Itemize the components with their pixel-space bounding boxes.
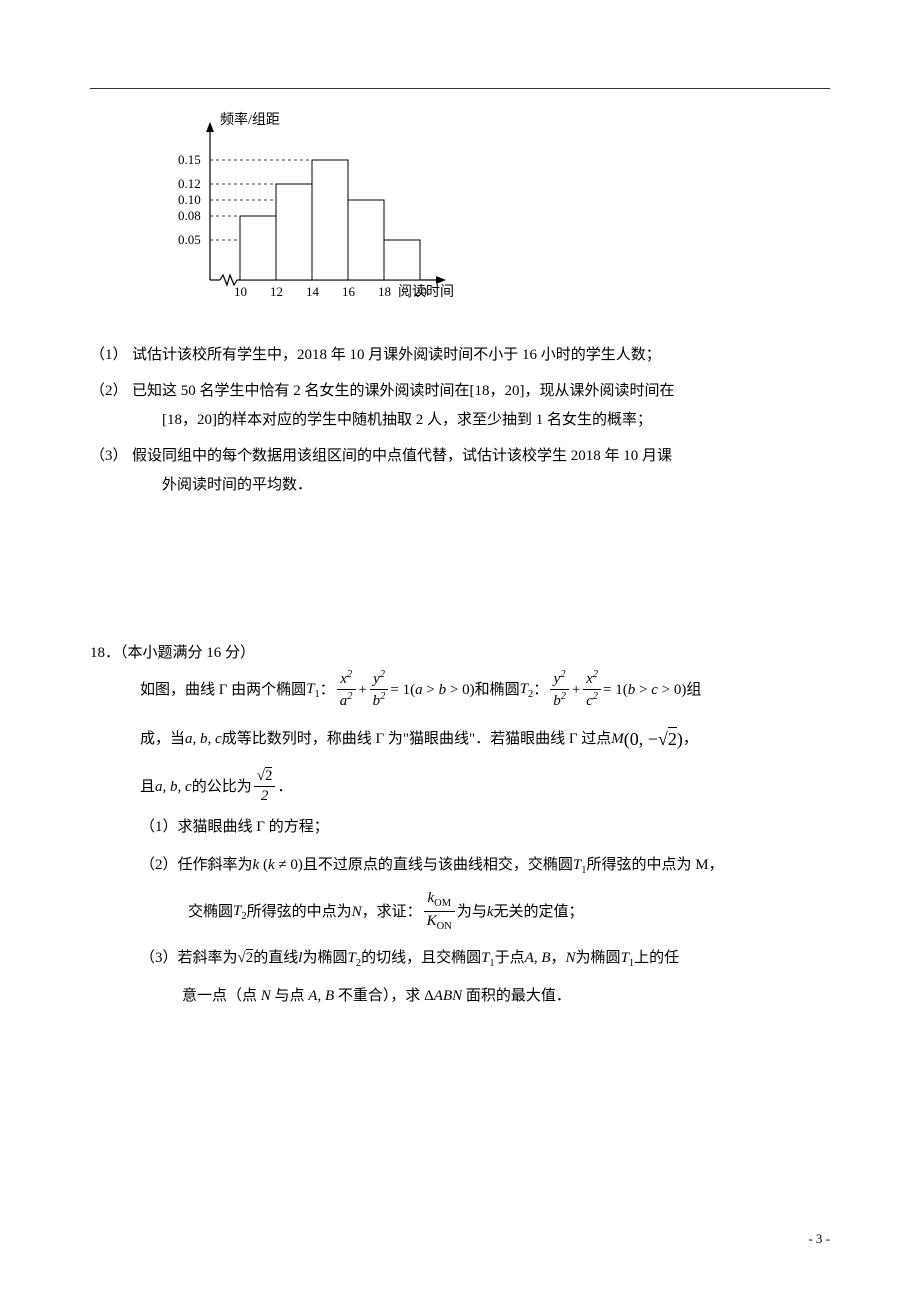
- histogram-chart: 频率/组距 阅读时间 0.15 0.12 0.10 0.08 0.05: [150, 110, 830, 321]
- svg-text:14: 14: [306, 284, 320, 299]
- q17-part1: （1） 试估计该校所有学生中，2018 年 10 月课外阅读时间不小于 16 小…: [90, 341, 830, 370]
- svg-text:18: 18: [378, 284, 391, 299]
- part-number: （3）: [90, 442, 132, 499]
- q18: 18．（本小题满分 16 分） 如图，曲线 Γ 由两个椭圆 T1 ： x2a2 …: [90, 639, 830, 1010]
- histogram-svg: 频率/组距 阅读时间 0.15 0.12 0.10 0.08 0.05: [150, 110, 470, 310]
- q18-heading: 18．（本小题满分 16 分）: [90, 639, 830, 668]
- q18-part3-line1: （3） 若斜率为 √2 的直线 l 为椭圆 T2 的切线，且交椭圆 T1 于点 …: [140, 940, 830, 976]
- q18-intro-line2: 成，当 a, b, c 成等比数列时，称曲线 Γ 为"猫眼曲线"．若猫眼曲线 Γ…: [140, 718, 830, 761]
- svg-text:16: 16: [342, 284, 356, 299]
- part-text: 已知这 50 名学生中恰有 2 名女生的课外阅读时间在[18，20]，现从课外阅…: [132, 377, 830, 434]
- part-number: （1）: [90, 341, 132, 370]
- part-text: 试估计该校所有学生中，2018 年 10 月课外阅读时间不小于 16 小时的学生…: [132, 341, 830, 370]
- q17-part2: （2） 已知这 50 名学生中恰有 2 名女生的课外阅读时间在[18，20]，现…: [90, 377, 830, 434]
- q18-intro-line1: 如图，曲线 Γ 由两个椭圆 T1 ： x2a2 + y2b2 = 1 (a > …: [140, 668, 830, 712]
- svg-text:20: 20: [414, 284, 427, 299]
- q18-intro-line3: 且 a, b, c 的公比为 √2 2 ．: [140, 767, 830, 807]
- svg-text:12: 12: [270, 284, 283, 299]
- part-text: 假设同组中的每个数据用该组区间的中点值代替，试估计该校学生 2018 年 10 …: [132, 442, 830, 499]
- svg-text:0.05: 0.05: [178, 232, 201, 247]
- q18-part2-line2: 交椭圆 T2 所得弦的中点为 N ，求证： kOM KON 为与 k 无关的定值…: [188, 889, 830, 933]
- q18-part2-line1: （2） 任作斜率为 k (k ≠ 0) 且不过原点的直线与该曲线相交，交椭圆 T…: [140, 847, 830, 883]
- q18-content: 如图，曲线 Γ 由两个椭圆 T1 ： x2a2 + y2b2 = 1 (a > …: [140, 668, 830, 1011]
- svg-text:0.15: 0.15: [178, 152, 201, 167]
- svg-text:0.12: 0.12: [178, 176, 201, 191]
- svg-text:0.08: 0.08: [178, 208, 201, 223]
- svg-text:10: 10: [234, 284, 247, 299]
- header-rule: [90, 88, 830, 89]
- q18-part1: （1）求猫眼曲线 Γ 的方程；: [140, 813, 830, 842]
- y-axis-label: 频率/组距: [220, 111, 280, 128]
- page-number: - 3 -: [808, 1227, 830, 1252]
- part-number: （2）: [90, 377, 132, 434]
- svg-text:0.10: 0.10: [178, 192, 201, 207]
- q17-parts: （1） 试估计该校所有学生中，2018 年 10 月课外阅读时间不小于 16 小…: [90, 341, 830, 500]
- q17-part3: （3） 假设同组中的每个数据用该组区间的中点值代替，试估计该校学生 2018 年…: [90, 442, 830, 499]
- q18-part3-line2: 意一点（点 N 与点 A, B 不重合），求 ΔABN 面积的最大值．: [182, 982, 830, 1011]
